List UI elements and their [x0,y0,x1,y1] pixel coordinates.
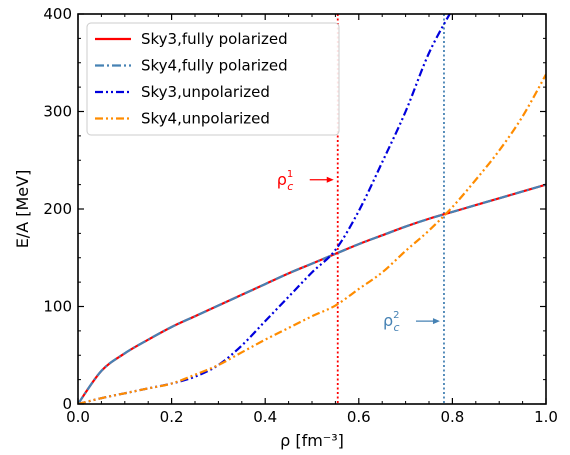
annotations: ρ1 c ρ2 c [277,169,440,334]
x-tick-label: 0.8 [440,408,464,426]
y-tick-label: 300 [43,103,72,121]
y-tick-label: 100 [43,298,72,316]
legend-label-3: Sky3,unpolarized [141,83,270,101]
axis-ticks: 0.0 0.2 0.4 0.6 0.8 1.0 0 100 200 300 400 [43,5,558,426]
x-tick-label: 0.2 [160,408,184,426]
x-tick-label: 1.0 [534,408,558,426]
critical-density-label-1: ρ1 c [277,169,294,193]
legend-label-4: Sky4,unpolarized [141,110,270,128]
annotation-arrowhead-2 [432,318,440,325]
legend: Sky3,fully polarized Sky4,fully polarized… [86,22,340,136]
y-tick-label: 0 [62,395,72,413]
x-tick-label: 0.0 [66,408,90,426]
y-axis-label: E/A [MeV] [13,170,32,249]
legend-label-2: Sky4,fully polarized [141,57,288,75]
x-tick-label: 0.6 [347,408,371,426]
y-tick-label: 200 [43,200,72,218]
x-tick-label: 0.4 [253,408,277,426]
critical-density-label-2: ρ2 c [383,310,400,334]
annotation-arrowhead-1 [326,176,334,183]
legend-box [86,22,340,136]
x-axis-label: ρ [fm⁻³] [280,431,344,450]
legend-label-1: Sky3,fully polarized [141,30,288,48]
y-tick-label: 400 [43,5,72,23]
series-line-2 [78,183,546,404]
plot-content [78,14,546,404]
series-line-1 [78,183,546,404]
